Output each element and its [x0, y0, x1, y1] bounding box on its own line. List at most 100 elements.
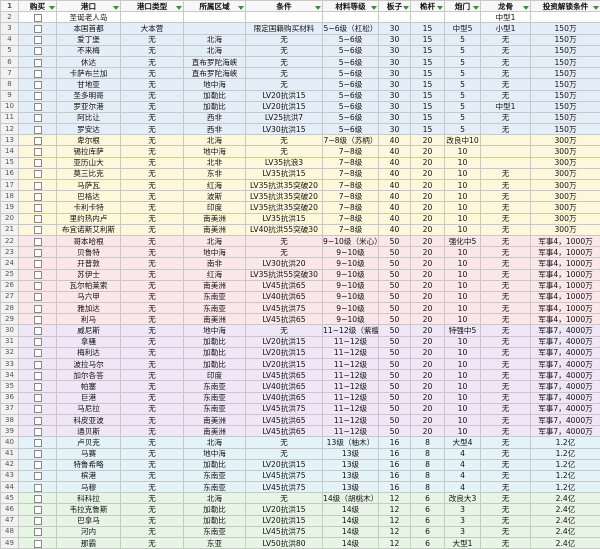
checkbox[interactable]: [33, 539, 42, 548]
checkbox[interactable]: [33, 215, 42, 224]
checkbox[interactable]: [33, 36, 42, 45]
data-row: 28 雅加达无东南亚 LV45抗洪75 9~10级 50 20 10 无军事4，1000万: [0, 302, 600, 315]
cell: 军事4，1000万: [530, 246, 600, 259]
cell: 小型1: [480, 22, 531, 35]
cell: 无: [120, 536, 184, 549]
checkbox[interactable]: [33, 282, 42, 291]
filter-button[interactable]: [523, 6, 529, 11]
cell: 5~6级: [322, 78, 379, 91]
cell: 10: [444, 178, 481, 192]
cell: 7~8级: [322, 212, 379, 225]
checkbox[interactable]: [33, 483, 42, 492]
filter-button[interactable]: [593, 6, 599, 11]
checkbox[interactable]: [33, 170, 42, 179]
cell: 罗亚尔港: [56, 100, 121, 113]
cell: 9~10级: [322, 313, 379, 326]
filter-button[interactable]: [371, 6, 377, 11]
cell: 150万: [530, 100, 600, 113]
checkbox[interactable]: [33, 349, 42, 358]
cell: 无: [120, 514, 184, 527]
cell: 无: [120, 503, 184, 516]
cell: 南美洲: [183, 223, 246, 236]
checkbox[interactable]: [33, 13, 42, 22]
checkbox[interactable]: [33, 24, 42, 33]
cell: 卢贝克: [56, 436, 121, 449]
cell: 10: [444, 201, 481, 214]
checkbox[interactable]: [33, 427, 42, 436]
data-row: 39 通贝斯无南美洲 LV45抗洪65 11~12级 50 20 10 无军事7，4000万: [0, 425, 600, 438]
checkbox[interactable]: [33, 136, 42, 145]
checkbox[interactable]: [33, 148, 42, 157]
checkbox[interactable]: [33, 103, 42, 112]
row-number: 27: [0, 290, 19, 304]
checkbox[interactable]: [33, 159, 42, 168]
checkbox[interactable]: [33, 472, 42, 481]
checkbox[interactable]: [33, 226, 42, 235]
checkbox[interactable]: [33, 47, 42, 56]
checkbox[interactable]: [33, 416, 42, 425]
buy-cell: [18, 324, 57, 337]
filter-button[interactable]: [473, 6, 479, 11]
checkbox[interactable]: [33, 192, 42, 201]
checkbox[interactable]: [33, 237, 42, 246]
cell: 10: [444, 357, 481, 371]
cell: 20: [410, 268, 445, 281]
filter-button[interactable]: [49, 6, 55, 11]
checkbox[interactable]: [33, 461, 42, 470]
filter-button[interactable]: [113, 6, 119, 11]
checkbox[interactable]: [33, 69, 42, 78]
checkbox[interactable]: [33, 58, 42, 67]
checkbox[interactable]: [33, 506, 42, 515]
cell: 布宜诺斯艾利斯: [56, 223, 121, 236]
row-number: 30: [0, 324, 19, 337]
cell: 40: [378, 178, 411, 192]
checkbox[interactable]: [33, 327, 42, 336]
checkbox[interactable]: [33, 371, 42, 380]
filter-button[interactable]: [403, 6, 409, 11]
cell: 韦拉克鲁斯: [56, 503, 121, 516]
checkbox[interactable]: [33, 114, 42, 123]
filter-button[interactable]: [176, 6, 182, 11]
cell: 无: [120, 357, 184, 371]
checkbox[interactable]: [33, 528, 42, 537]
cell: 爱丁堡: [56, 33, 121, 46]
checkbox[interactable]: [33, 80, 42, 89]
checkbox[interactable]: [33, 517, 42, 526]
filter-button[interactable]: [437, 6, 443, 11]
checkbox[interactable]: [33, 360, 42, 369]
cell: LV40抗洪65: [245, 380, 323, 393]
checkbox[interactable]: [33, 248, 42, 257]
cell: 9~10级: [322, 290, 379, 304]
checkbox[interactable]: [33, 181, 42, 190]
checkbox[interactable]: [33, 494, 42, 503]
checkbox[interactable]: [33, 293, 42, 302]
checkbox[interactable]: [33, 338, 42, 347]
filter-button[interactable]: [238, 6, 244, 11]
checkbox[interactable]: [33, 405, 42, 414]
checkbox[interactable]: [33, 315, 42, 324]
checkbox[interactable]: [33, 394, 42, 403]
cell: 6: [410, 514, 445, 527]
checkbox[interactable]: [33, 450, 42, 459]
checkbox[interactable]: [33, 92, 42, 101]
cell: 10: [444, 369, 481, 382]
cell: 30: [378, 67, 411, 80]
checkbox[interactable]: [33, 382, 42, 391]
cell: 加勒比: [183, 335, 246, 348]
checkbox[interactable]: [33, 125, 42, 134]
cell: 红海: [183, 178, 246, 192]
buy-cell: [18, 234, 57, 248]
column-header: 材料等级: [322, 0, 379, 13]
checkbox[interactable]: [33, 304, 42, 313]
checkbox[interactable]: [33, 203, 42, 212]
cell: 7~8级: [322, 167, 379, 181]
checkbox[interactable]: [33, 438, 42, 447]
buy-cell: [18, 156, 57, 169]
cell: [245, 11, 323, 24]
cell: 军事7，4000万: [530, 324, 600, 337]
checkbox[interactable]: [33, 259, 42, 268]
filter-button[interactable]: [315, 6, 321, 11]
cell: 马尼拉: [56, 402, 121, 415]
checkbox[interactable]: [33, 271, 42, 280]
cell: 20: [410, 324, 445, 337]
